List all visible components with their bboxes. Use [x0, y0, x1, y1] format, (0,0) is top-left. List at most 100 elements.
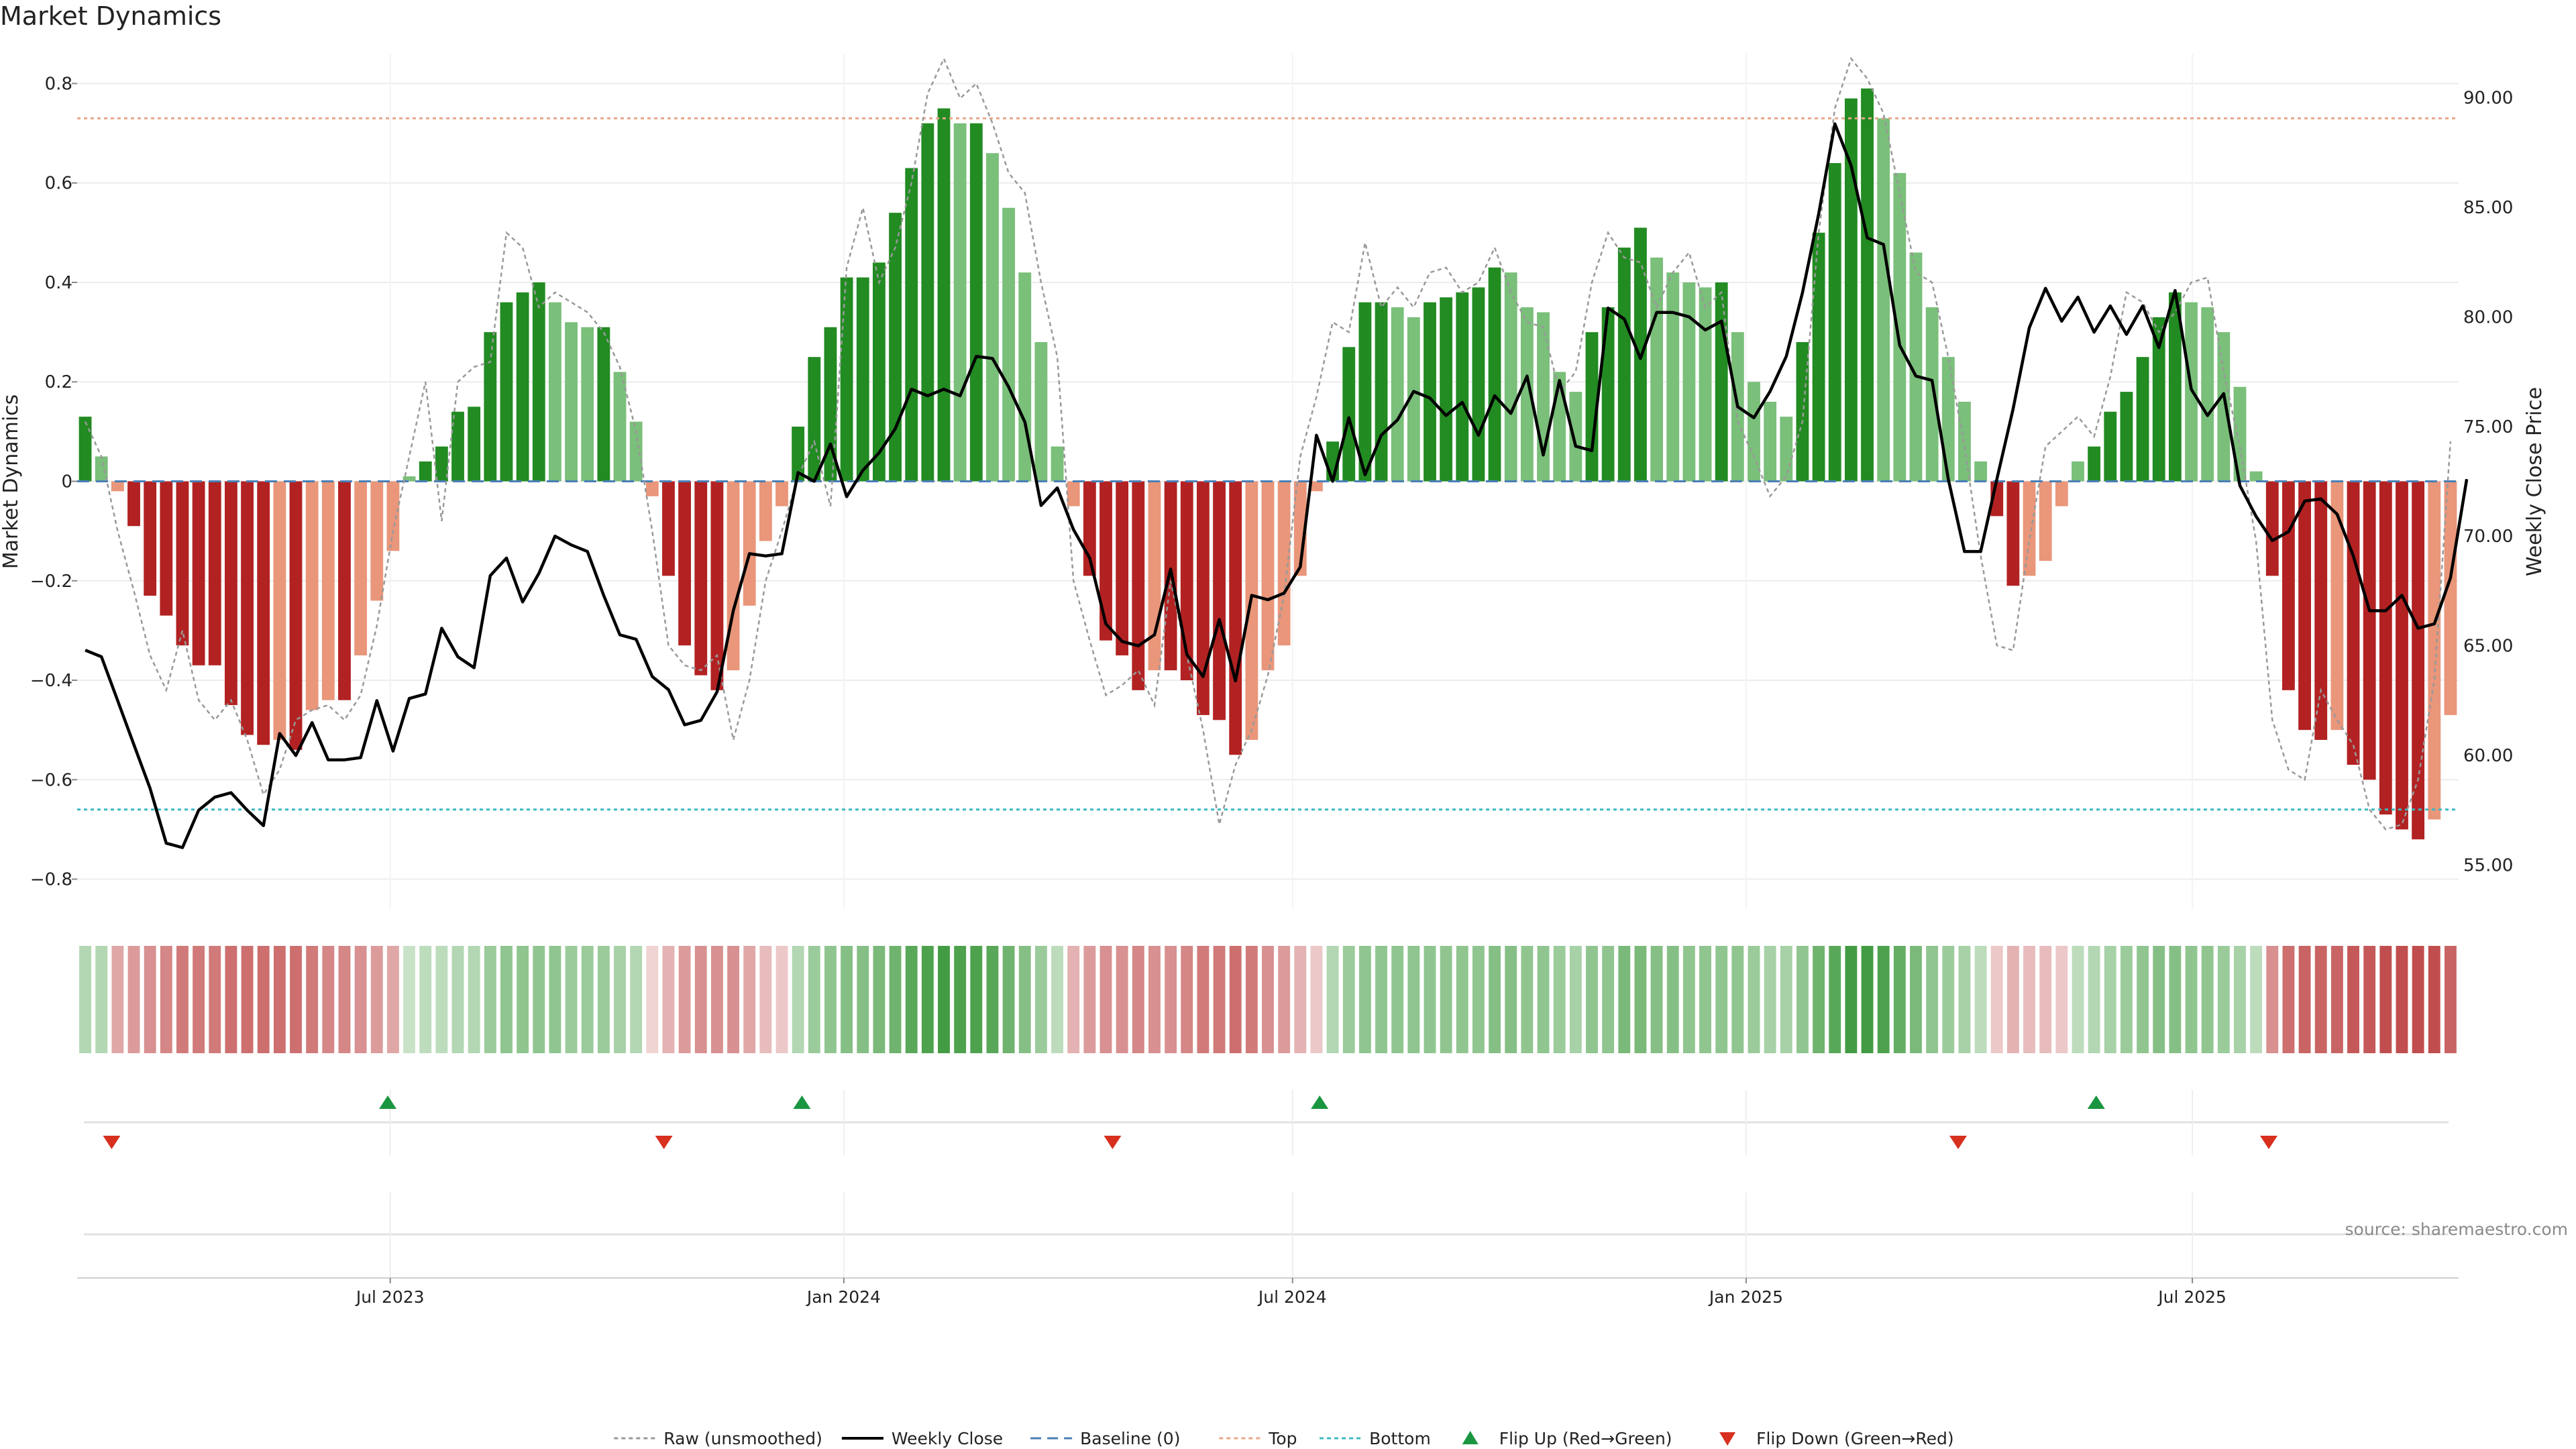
raw-series-line	[84, 56, 2452, 830]
legend-flip-up-swatch	[1462, 1431, 1479, 1444]
dynamics-bar	[468, 407, 481, 482]
dynamics-bar	[1925, 307, 1939, 482]
dynamics-bar	[1715, 282, 1728, 482]
regime-strip-cell	[775, 946, 788, 1053]
right-tick-label: 55.00	[2463, 856, 2513, 876]
dynamics-bar	[1780, 417, 1793, 482]
weekly-close-line	[85, 122, 2469, 849]
regime-strip-cell	[2266, 946, 2279, 1053]
regime-strip-cell	[322, 946, 335, 1053]
regime-strip-cell	[2088, 946, 2100, 1053]
dynamics-bar	[953, 123, 967, 482]
regime-strip-cell	[160, 946, 172, 1053]
dynamics-bar	[2072, 461, 2084, 482]
regime-strip-cell	[1990, 946, 2003, 1053]
regime-strip-cell	[1165, 946, 1177, 1053]
regime-strip-cell	[1148, 946, 1161, 1053]
regime-strip-cell	[710, 946, 723, 1053]
regime-strip-cell	[759, 946, 772, 1053]
regime-strip-cell	[1926, 946, 1939, 1053]
regime-strip-cell	[2412, 946, 2424, 1053]
dynamics-bar	[1488, 267, 1501, 482]
dynamics-bar	[1941, 357, 1955, 482]
dynamics-bar	[694, 481, 708, 676]
regime-strip-cell	[1245, 946, 1258, 1053]
dynamics-bar	[2233, 386, 2247, 482]
regime-strip-cell	[257, 946, 270, 1053]
regime-strip-cell	[824, 946, 837, 1053]
regime-strip-cell	[1731, 946, 1744, 1053]
regime-strip-cell	[1634, 946, 1647, 1053]
regime-strip-cell	[1213, 946, 1226, 1053]
dynamics-bar	[2298, 481, 2311, 731]
regime-strip-cell	[468, 946, 480, 1053]
dynamics-bar	[95, 456, 108, 482]
dynamics-bar	[645, 481, 659, 496]
regime-strip-cell	[549, 946, 561, 1053]
dynamics-bar	[1407, 317, 1420, 482]
dynamics-bar	[2201, 307, 2214, 482]
regime-strip-cell	[1521, 946, 1534, 1053]
dynamics-bar	[808, 357, 821, 482]
dynamics-bar	[597, 327, 610, 482]
regime-strip-cell	[743, 946, 756, 1053]
regime-strip-cell	[1391, 946, 1404, 1053]
regime-strip-cell	[1861, 946, 1874, 1053]
x-tick-label: Jul 2025	[2157, 1287, 2226, 1307]
dynamics-bar	[969, 123, 983, 482]
regime-strip-cell	[306, 946, 319, 1053]
dynamics-bar	[2088, 446, 2101, 482]
regime-strip-cell	[614, 946, 626, 1053]
regime-strip-cell	[111, 946, 124, 1053]
regime-strip-cell	[873, 946, 885, 1053]
dynamics-bar	[1828, 163, 1841, 482]
dynamics-bar	[1585, 332, 1599, 482]
regime-strip-cell	[533, 946, 545, 1053]
regime-strip-cell	[1715, 946, 1728, 1053]
regime-strip-cell	[1845, 946, 1858, 1053]
dynamics-bar	[2412, 481, 2425, 840]
regime-strip-cell	[2153, 946, 2165, 1053]
dynamics-bar	[370, 481, 384, 601]
regime-strip-cell	[1375, 946, 1387, 1053]
left-tick-label: −0.8	[30, 870, 72, 890]
dynamics-bar	[1051, 446, 1064, 482]
regime-strip-cell	[2072, 946, 2084, 1053]
regime-strip-cell	[517, 946, 529, 1053]
dynamics-bar	[516, 292, 529, 482]
regime-strip-cell	[1407, 946, 1420, 1053]
dynamics-bar	[710, 481, 724, 690]
dynamics-bar	[484, 332, 497, 482]
regime-strip-cell	[1699, 946, 1711, 1053]
regime-strip-cell	[630, 946, 643, 1053]
regime-strip-cell	[1489, 946, 1501, 1053]
regime-strip-cell	[921, 946, 934, 1053]
regime-strip-cell	[1764, 946, 1776, 1053]
dynamics-bar	[727, 481, 740, 671]
regime-strip-cell	[1116, 946, 1128, 1053]
regime-strip-cell	[419, 946, 432, 1053]
dynamics-bar	[2055, 481, 2068, 506]
regime-strip-cell	[597, 946, 610, 1053]
regime-strip-cell	[1067, 946, 1080, 1053]
regime-strip-cell	[1197, 946, 1210, 1053]
right-axis-label: Weekly Close Price	[2523, 387, 2546, 576]
regime-strip-cell	[938, 946, 950, 1053]
dynamics-bar	[986, 153, 999, 482]
regime-strip-cell	[2330, 946, 2343, 1053]
dynamics-bar	[2120, 392, 2133, 482]
flip-down-marker	[1949, 1136, 1967, 1149]
dynamics-bar	[629, 421, 643, 482]
dynamics-bar	[2152, 317, 2165, 482]
left-tick-label: 0.4	[45, 273, 72, 293]
left-tick-label: 0	[61, 472, 72, 492]
regime-strip-cell	[2363, 946, 2376, 1053]
dynamics-bar	[581, 327, 594, 482]
dynamics-bar	[127, 481, 140, 527]
dynamics-bar	[1617, 248, 1631, 482]
dynamics-bar	[354, 481, 368, 655]
regime-strip-cell	[905, 946, 918, 1053]
dynamics-bar	[1650, 257, 1664, 482]
regime-strip-cell	[2379, 946, 2392, 1053]
